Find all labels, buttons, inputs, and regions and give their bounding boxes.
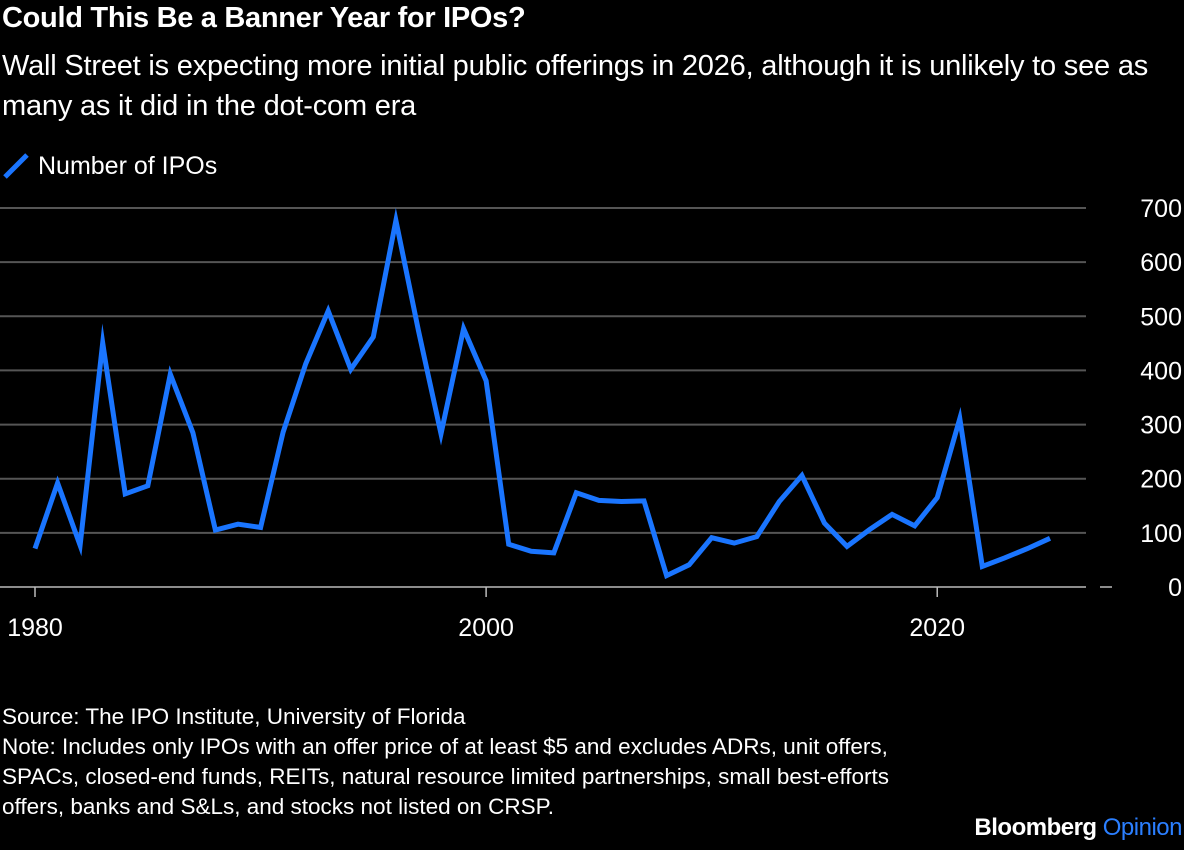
legend: Number of IPOs xyxy=(2,150,217,182)
legend-label: Number of IPOs xyxy=(38,151,218,180)
note-text: Note: Includes only IPOs with an offer p… xyxy=(2,734,890,819)
y-tick-label: 700 xyxy=(1140,195,1182,223)
series-layer xyxy=(32,207,1052,580)
y-tick-label: 0 xyxy=(1168,574,1182,602)
x-tick-label: 2020 xyxy=(909,614,965,642)
x-tick-label: 1980 xyxy=(7,614,63,642)
y-tick-label: 400 xyxy=(1140,357,1182,385)
y-tick-label: 300 xyxy=(1140,412,1182,440)
grid-lines xyxy=(0,207,1086,588)
x-tick-label: 2000 xyxy=(458,614,514,642)
bloomberg-opinion-logo: Bloomberg Opinion xyxy=(974,814,1182,842)
y-tick-label: 200 xyxy=(1140,466,1182,494)
source-text: Source: The IPO Institute, University of… xyxy=(2,704,466,729)
chart-title: Could This Be a Banner Year for IPOs? xyxy=(2,2,526,34)
brand-product: Opinion xyxy=(1102,814,1183,841)
legend-line-icon xyxy=(3,153,29,179)
brand-name: Bloomberg xyxy=(974,814,1097,841)
line-chart: 0 100 200 300 400 500 600 700 1980 2000 2020 xyxy=(0,195,1182,642)
y-tick-label: 100 xyxy=(1140,520,1182,548)
y-tick-label: 600 xyxy=(1140,249,1182,277)
x-axis: 1980 2000 2020 xyxy=(7,587,965,642)
series-line-0 xyxy=(32,207,1052,580)
y-axis: 0 100 200 300 400 500 600 700 xyxy=(1100,195,1182,602)
y-tick-label: 500 xyxy=(1140,303,1182,331)
chart-subtitle: Wall Street is expecting more initial pu… xyxy=(2,50,1149,122)
